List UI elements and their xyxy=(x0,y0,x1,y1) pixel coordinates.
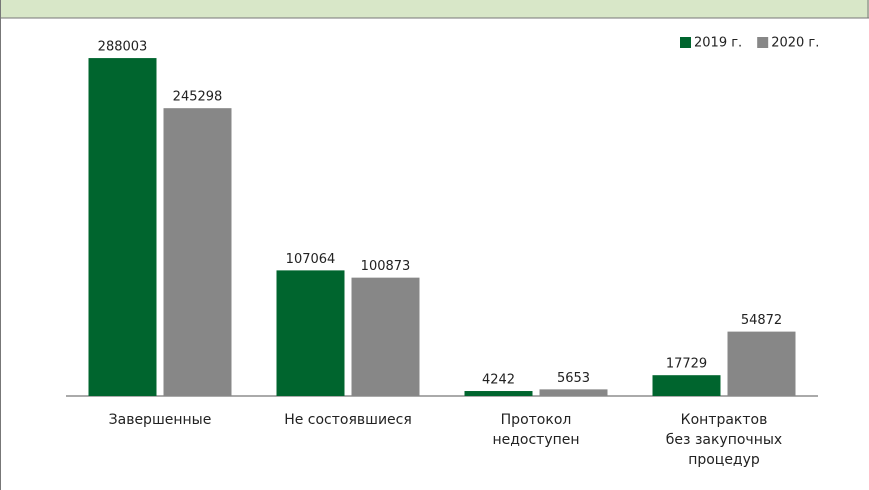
bar xyxy=(163,108,232,396)
bar xyxy=(276,270,345,396)
bar xyxy=(464,391,533,396)
x-tick-label: Не состоявшиеся xyxy=(284,412,412,428)
x-tick-label: Контрактов без закупочных процедур xyxy=(665,412,783,468)
value-label: 100873 xyxy=(361,259,411,274)
x-tick-label: Завершенные xyxy=(108,412,212,428)
value-label: 245298 xyxy=(173,90,223,105)
x-tick-label: Протокол недоступен xyxy=(492,412,580,448)
bar xyxy=(727,331,796,396)
bar xyxy=(539,389,608,396)
value-label: 54872 xyxy=(741,313,782,328)
bar xyxy=(351,277,420,396)
value-label: 288003 xyxy=(98,40,148,55)
bar xyxy=(88,58,157,397)
header-band xyxy=(0,0,869,18)
value-label: 4242 xyxy=(482,373,515,388)
value-label: 5653 xyxy=(557,371,590,386)
legend-label: 2019 г. xyxy=(694,36,742,51)
legend-swatch xyxy=(680,37,691,48)
legend-swatch xyxy=(757,37,769,48)
value-label: 107064 xyxy=(286,252,336,267)
bar xyxy=(652,375,721,396)
value-label: 17729 xyxy=(666,357,707,372)
legend-label: 2020 г. xyxy=(771,36,819,51)
